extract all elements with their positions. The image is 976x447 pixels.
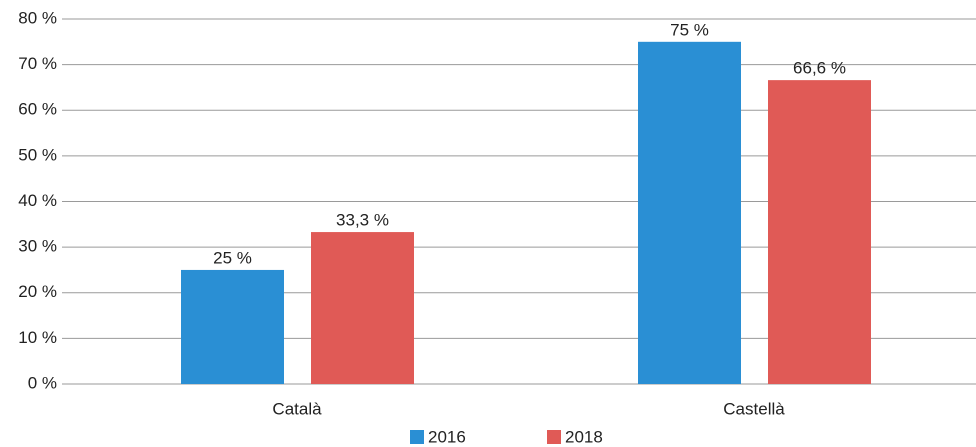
value-label: 66,6 % [793, 59, 846, 78]
y-tick-label: 0 % [28, 373, 57, 392]
bar [768, 80, 871, 384]
value-label: 75 % [670, 20, 709, 39]
y-tick-label: 80 % [18, 8, 57, 27]
legend-swatch [410, 430, 424, 444]
y-tick-label: 40 % [18, 191, 57, 210]
x-tick-label: Català [272, 399, 322, 418]
y-tick-label: 50 % [18, 145, 57, 164]
y-tick-label: 30 % [18, 237, 57, 256]
legend-label: 2018 [565, 427, 603, 446]
legend-swatch [547, 430, 561, 444]
y-tick-label: 10 % [18, 328, 57, 347]
y-tick-label: 70 % [18, 54, 57, 73]
bar [638, 41, 741, 384]
value-label: 33,3 % [336, 211, 389, 230]
x-tick-label: Castellà [723, 399, 785, 418]
bar [311, 232, 414, 384]
value-label: 25 % [213, 248, 252, 267]
bar [181, 269, 284, 384]
legend-label: 2016 [428, 427, 466, 446]
y-tick-label: 60 % [18, 100, 57, 119]
y-tick-label: 20 % [18, 282, 57, 301]
